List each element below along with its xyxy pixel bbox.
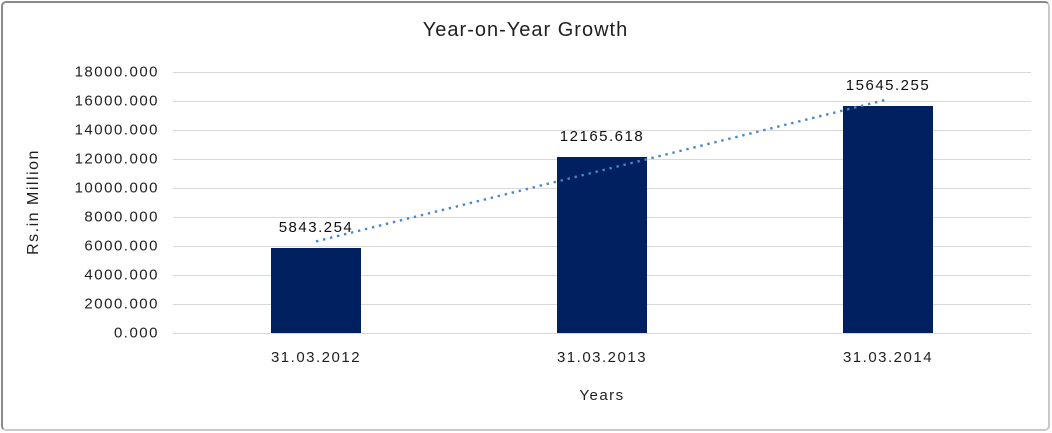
bar-value-label: 5843.254 [278, 219, 354, 237]
y-axis-tick-labels: 18000.000 16000.000 14000.000 12000.000 1000… [33, 64, 159, 342]
trendline [315, 98, 889, 243]
plot-area: 5843.254 12165.618 15645.255 [173, 72, 1031, 334]
trendline-dotted-segment [315, 98, 889, 243]
bar-value-label: 15645.255 [845, 77, 931, 95]
x-tick-label: 31.03.2012 [270, 349, 362, 366]
x-tick-label: 31.03.2013 [556, 349, 648, 366]
gridline [173, 72, 1031, 73]
chart-title: Year-on-Year Growth [422, 19, 629, 41]
x-axis-title: Years [579, 387, 625, 404]
gridline [173, 333, 1031, 334]
y-tick-label: 16000.000 [74, 92, 159, 110]
y-tick-label: 8000.000 [84, 208, 159, 226]
y-tick-label: 0.000 [113, 324, 159, 342]
x-tick-label: 31.03.2014 [842, 349, 934, 366]
y-tick-label: 10000.000 [74, 179, 159, 197]
bar [843, 106, 933, 333]
y-tick-label: 12000.000 [74, 150, 159, 168]
bar-value-label: 12165.618 [559, 127, 645, 145]
y-tick-label: 18000.000 [74, 63, 159, 81]
bar [557, 156, 647, 333]
gridline [173, 101, 1031, 102]
y-tick-label: 4000.000 [84, 266, 159, 284]
bar [271, 248, 361, 333]
y-tick-label: 2000.000 [84, 295, 159, 313]
y-tick-label: 14000.000 [74, 121, 159, 139]
gridline [173, 130, 1031, 131]
x-axis-tick-labels: 31.03.2012 31.03.2013 31.03.2014 [173, 333, 1031, 373]
y-tick-label: 6000.000 [84, 237, 159, 255]
